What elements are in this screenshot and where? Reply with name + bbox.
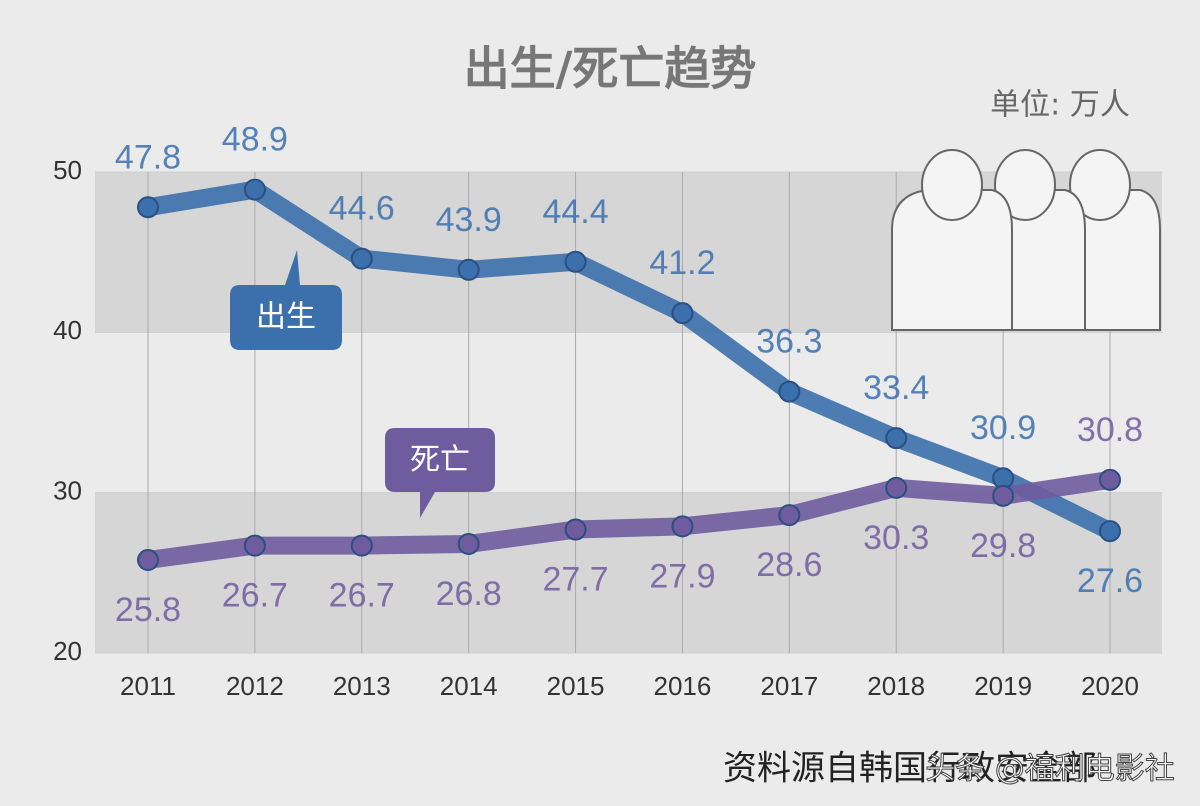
- data-label: 26.7: [222, 577, 288, 615]
- data-label: 27.7: [542, 561, 608, 599]
- data-label: 30.9: [970, 409, 1036, 447]
- unit-label: 单位: 万人: [990, 88, 1130, 123]
- death-callout: [385, 428, 495, 518]
- data-label: 29.8: [970, 527, 1036, 565]
- data-point: [457, 532, 480, 555]
- series-line: [139, 470, 1119, 570]
- source-note: 资料源自韩国行政安全部: [723, 749, 1097, 789]
- series-line: [139, 180, 1119, 541]
- data-label: 26.7: [329, 577, 395, 615]
- x-tick-label: 2012: [226, 671, 284, 701]
- data-point: [457, 258, 480, 281]
- x-tick-label: 2018: [867, 671, 925, 701]
- data-label: 27.6: [1077, 562, 1143, 600]
- data-point: [564, 518, 587, 541]
- data-label: 28.6: [756, 546, 822, 584]
- data-point: [1099, 520, 1121, 543]
- data-label: 41.2: [649, 244, 715, 282]
- x-tick-label: 2013: [333, 671, 391, 701]
- data-point: [671, 302, 694, 325]
- data-label: 44.4: [542, 193, 608, 231]
- x-tick-label: 2019: [974, 671, 1032, 701]
- data-label: 47.8: [115, 138, 181, 176]
- x-tick-label: 2011: [120, 671, 176, 701]
- data-point: [137, 549, 159, 572]
- legend-label: 死亡: [410, 443, 470, 478]
- x-tick-label: 2015: [547, 671, 605, 701]
- data-point: [243, 178, 266, 201]
- data-point: [1099, 468, 1121, 491]
- data-point: [564, 250, 587, 273]
- data-label: 36.3: [756, 323, 822, 361]
- data-point: [992, 484, 1015, 507]
- x-tick-label: 2020: [1081, 671, 1139, 701]
- data-label: 25.8: [115, 591, 181, 629]
- data-label: 27.9: [649, 557, 715, 595]
- data-label: 26.8: [436, 575, 502, 613]
- y-tick-label: 30: [53, 476, 82, 506]
- chart-title: 出生/死亡趋势: [464, 42, 757, 96]
- data-point: [885, 476, 908, 499]
- x-tick-label: 2017: [760, 671, 818, 701]
- data-point: [350, 247, 373, 270]
- data-label: 30.8: [1077, 411, 1143, 449]
- data-point: [137, 196, 159, 219]
- data-label: 33.4: [863, 369, 929, 407]
- data-point: [243, 534, 266, 557]
- data-point: [885, 427, 908, 450]
- data-point: [778, 380, 801, 403]
- legend-label: 出生: [256, 300, 316, 335]
- birth-callout: [230, 250, 342, 350]
- x-tick-label: 2016: [654, 671, 712, 701]
- x-tick-label: 2014: [440, 671, 498, 701]
- people-icon: [891, 149, 1161, 331]
- watermark: 头条 @福利电影社: [925, 752, 1175, 787]
- data-label: 44.6: [329, 190, 395, 228]
- data-label: 30.3: [863, 519, 929, 557]
- y-tick-label: 40: [53, 315, 82, 345]
- data-label: 48.9: [222, 121, 288, 159]
- data-point: [778, 504, 801, 527]
- data-label: 43.9: [436, 201, 502, 239]
- y-tick-label: 50: [53, 155, 82, 185]
- y-tick-label: 20: [53, 636, 82, 666]
- data-point: [350, 534, 373, 557]
- data-point: [671, 515, 694, 538]
